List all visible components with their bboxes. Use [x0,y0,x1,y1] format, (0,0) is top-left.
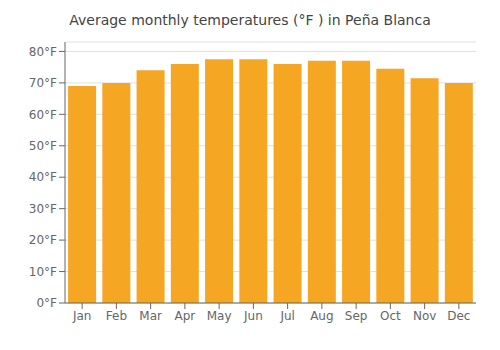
svg-text:Mar: Mar [139,309,162,323]
svg-text:Jul: Jul [279,309,294,323]
svg-text:20°F: 20°F [29,233,57,247]
html-text:Average monthly temperatures (: Average monthly temperatures (°F ) in Pe… [69,12,431,28]
svg-text:Nov: Nov [413,309,436,323]
svg-text:60°F: 60°F [29,108,57,122]
svg-text:10°F: 10°F [29,265,57,279]
svg-text:Jun: Jun [243,309,263,323]
svg-text:Dec: Dec [447,309,470,323]
svg-text:50°F: 50°F [29,139,57,153]
svg-text:0°F: 0°F [36,296,57,310]
svg-text:Sep: Sep [345,309,368,323]
svg-text:40°F: 40°F [29,170,57,184]
svg-text:70°F: 70°F [29,76,57,90]
svg-text:Apr: Apr [174,309,195,323]
svg-text:Aug: Aug [310,309,333,323]
svg-text:30°F: 30°F [29,202,57,216]
svg-text:Jan: Jan [72,309,92,323]
svg-text:Oct: Oct [380,309,401,323]
svg-text:May: May [207,309,232,323]
svg-text:Feb: Feb [106,309,127,323]
svg-text:80°F: 80°F [29,45,57,59]
